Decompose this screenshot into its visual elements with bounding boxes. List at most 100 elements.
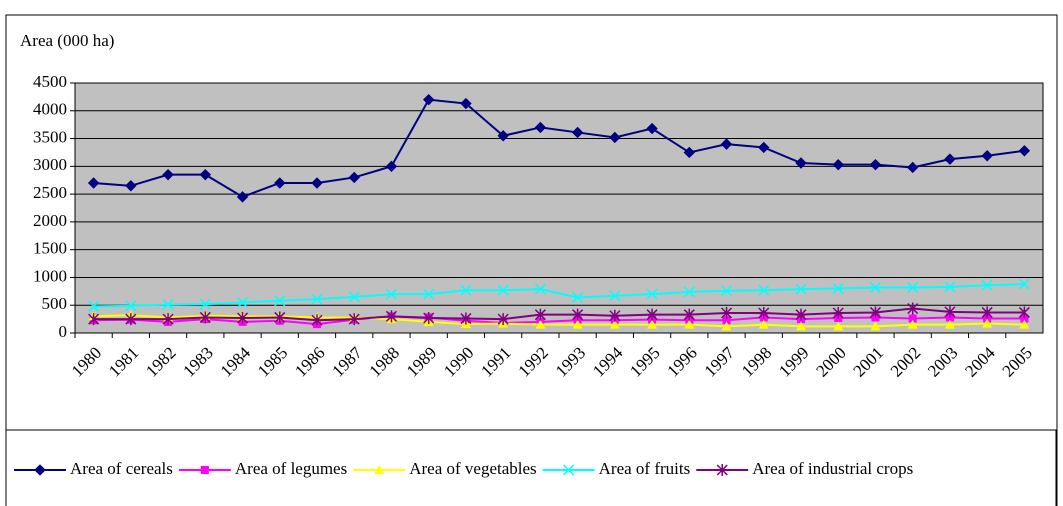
series-line bbox=[93, 98, 1025, 198]
point-marker bbox=[460, 284, 472, 296]
point-marker bbox=[460, 312, 472, 325]
point-marker bbox=[646, 308, 658, 321]
point-marker bbox=[609, 309, 621, 322]
point-marker bbox=[125, 300, 137, 312]
series-line bbox=[93, 314, 1025, 328]
point-marker bbox=[88, 313, 100, 326]
point-marker bbox=[795, 308, 807, 321]
point-marker bbox=[1020, 314, 1029, 323]
series-line bbox=[93, 307, 1025, 322]
point-marker bbox=[423, 288, 435, 300]
point-marker bbox=[981, 306, 993, 319]
point-marker bbox=[716, 464, 728, 476]
point-marker bbox=[1018, 306, 1030, 319]
point-marker bbox=[497, 130, 509, 142]
point-marker bbox=[572, 319, 583, 329]
point-marker bbox=[1018, 278, 1030, 290]
point-marker bbox=[683, 146, 696, 159]
point-marker bbox=[125, 180, 137, 192]
point-marker bbox=[534, 308, 546, 321]
y-tick-label: 4500 bbox=[33, 72, 67, 91]
point-marker bbox=[497, 313, 509, 326]
legend-label: Area of industrial crops bbox=[752, 459, 913, 478]
legend-label: Area of vegetables bbox=[409, 459, 536, 478]
point-marker bbox=[311, 177, 323, 189]
point-marker bbox=[832, 283, 844, 295]
point-marker bbox=[497, 284, 509, 296]
y-tick-label: 3000 bbox=[33, 155, 67, 174]
y-tick-label: 2000 bbox=[33, 211, 67, 230]
point-marker bbox=[908, 314, 917, 323]
point-marker bbox=[982, 318, 993, 328]
point-marker bbox=[563, 464, 575, 476]
point-marker bbox=[572, 291, 584, 303]
point-marker bbox=[534, 121, 547, 134]
point-marker bbox=[833, 321, 844, 331]
point-marker bbox=[758, 284, 770, 296]
point-marker bbox=[87, 177, 100, 189]
point-marker bbox=[385, 288, 397, 300]
point-marker bbox=[199, 298, 211, 310]
point-marker bbox=[870, 321, 881, 331]
legend-label: Area of legumes bbox=[235, 459, 347, 478]
point-marker bbox=[721, 321, 732, 331]
point-marker bbox=[422, 93, 435, 106]
point-marker bbox=[571, 126, 584, 139]
point-marker bbox=[832, 307, 844, 319]
point-marker bbox=[311, 314, 323, 327]
point-marker bbox=[907, 302, 919, 315]
y-tick-label: 4000 bbox=[33, 100, 67, 119]
point-marker bbox=[981, 150, 993, 162]
point-marker bbox=[721, 285, 733, 297]
point-marker bbox=[796, 321, 806, 331]
point-marker bbox=[237, 296, 249, 308]
point-marker bbox=[758, 307, 770, 319]
point-marker bbox=[609, 290, 621, 302]
point-marker bbox=[274, 177, 286, 189]
point-marker bbox=[274, 295, 286, 307]
legend-box bbox=[5, 429, 1057, 506]
y-tick-label: 2500 bbox=[33, 183, 67, 202]
point-marker bbox=[535, 319, 546, 329]
point-marker bbox=[944, 305, 956, 318]
point-marker bbox=[236, 191, 249, 203]
point-marker bbox=[647, 319, 658, 329]
point-marker bbox=[200, 466, 209, 474]
point-marker bbox=[348, 313, 360, 326]
point-marker bbox=[88, 300, 100, 312]
point-marker bbox=[869, 306, 881, 319]
point-marker bbox=[125, 313, 137, 326]
point-marker bbox=[981, 279, 993, 291]
point-marker bbox=[1018, 145, 1031, 157]
point-marker bbox=[348, 291, 360, 303]
point-marker bbox=[684, 319, 695, 329]
y-tick-label: 0 bbox=[59, 322, 68, 341]
point-marker bbox=[907, 319, 918, 329]
point-marker bbox=[162, 299, 174, 311]
point-marker bbox=[795, 283, 807, 295]
point-marker bbox=[683, 308, 695, 321]
point-marker bbox=[162, 313, 174, 326]
point-marker bbox=[199, 311, 211, 324]
point-marker bbox=[944, 281, 956, 293]
y-tick-label: 1000 bbox=[33, 266, 67, 285]
point-marker bbox=[423, 312, 435, 324]
point-marker bbox=[572, 308, 584, 321]
y-axis-label: Area (000 ha) bbox=[20, 31, 114, 50]
point-marker bbox=[683, 286, 695, 298]
point-marker bbox=[385, 310, 397, 323]
point-marker bbox=[944, 319, 955, 329]
point-marker bbox=[720, 138, 733, 150]
y-tick-label: 3500 bbox=[33, 127, 67, 146]
point-marker bbox=[274, 311, 286, 324]
point-marker bbox=[460, 97, 472, 110]
point-marker bbox=[869, 281, 881, 293]
point-marker bbox=[374, 465, 385, 474]
series-line bbox=[93, 283, 1025, 308]
y-tick-label: 1500 bbox=[33, 239, 67, 258]
point-marker bbox=[609, 131, 621, 144]
point-marker bbox=[534, 283, 546, 295]
point-marker bbox=[944, 153, 956, 165]
point-marker bbox=[721, 307, 733, 319]
point-marker bbox=[162, 168, 174, 181]
